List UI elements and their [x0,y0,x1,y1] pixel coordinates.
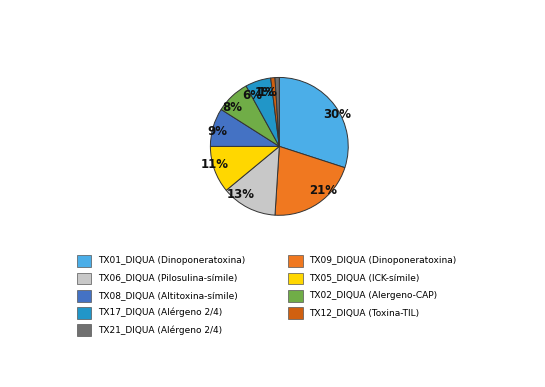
Wedge shape [221,86,280,146]
FancyBboxPatch shape [76,255,92,267]
Text: TX17_DIQUA (Alérgeno 2/4): TX17_DIQUA (Alérgeno 2/4) [98,308,222,317]
Wedge shape [226,146,280,215]
Text: 6%: 6% [243,89,263,102]
Text: 30%: 30% [323,108,351,121]
Wedge shape [275,146,345,215]
FancyBboxPatch shape [288,273,302,284]
Text: TX21_DIQUA (Alérgeno 2/4): TX21_DIQUA (Alérgeno 2/4) [98,325,222,335]
Wedge shape [275,77,280,146]
Text: TX12_DIQUA (Toxina-TIL): TX12_DIQUA (Toxina-TIL) [309,308,419,317]
Text: 9%: 9% [208,125,228,138]
Text: TX08_DIQUA (Altitoxina-símile): TX08_DIQUA (Altitoxina-símile) [98,291,238,300]
Text: TX01_DIQUA (Dinoponeratoxina): TX01_DIQUA (Dinoponeratoxina) [98,256,245,265]
Text: TX09_DIQUA (Dinoponeratoxina): TX09_DIQUA (Dinoponeratoxina) [309,256,456,265]
FancyBboxPatch shape [76,324,92,336]
Wedge shape [271,77,280,146]
Wedge shape [279,77,348,168]
Text: TX06_DIQUA (Pilosulina-símile): TX06_DIQUA (Pilosulina-símile) [98,274,237,283]
Text: 21%: 21% [310,184,337,197]
FancyBboxPatch shape [76,290,92,302]
FancyBboxPatch shape [288,307,302,319]
Text: 13%: 13% [227,188,255,201]
FancyBboxPatch shape [288,255,302,267]
Wedge shape [210,146,280,190]
Wedge shape [210,110,280,146]
Text: TX05_DIQUA (ICK-símile): TX05_DIQUA (ICK-símile) [309,274,419,283]
Wedge shape [246,78,280,146]
Text: 1%: 1% [255,86,274,99]
Text: 11%: 11% [201,158,229,171]
Text: TX02_DIQUA (Alergeno-CAP): TX02_DIQUA (Alergeno-CAP) [309,291,437,300]
FancyBboxPatch shape [76,307,92,319]
Text: 1%: 1% [258,86,277,99]
Text: 8%: 8% [222,101,243,114]
FancyBboxPatch shape [76,273,92,284]
FancyBboxPatch shape [288,290,302,302]
